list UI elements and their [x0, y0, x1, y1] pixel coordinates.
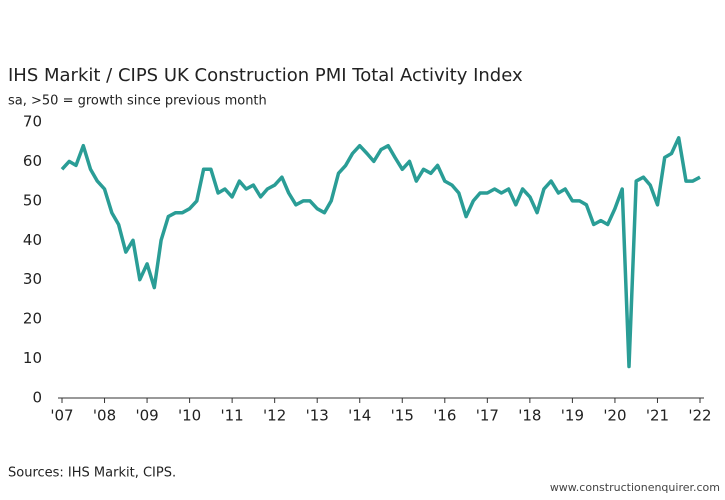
x-tick-label: '07 [50, 407, 73, 425]
y-tick-label: 30 [23, 270, 42, 288]
y-tick-label: 0 [32, 389, 42, 407]
x-tick-label: '17 [476, 407, 499, 425]
x-tick-label: '18 [518, 407, 541, 425]
x-tick-label: '08 [93, 407, 116, 425]
watermark: www.constructionenquirer.com [550, 481, 720, 494]
x-tick-label: '11 [221, 407, 244, 425]
x-tick-label: '19 [561, 407, 584, 425]
x-tick-label: '10 [178, 407, 201, 425]
chart-subtitle: sa, >50 = growth since previous month [8, 94, 267, 109]
x-tick-label: '13 [306, 407, 329, 425]
x-tick-label: '21 [646, 407, 669, 425]
chart-title: IHS Markit / CIPS UK Construction PMI To… [8, 65, 523, 86]
x-tick-label: '16 [433, 407, 456, 425]
y-tick-label: 10 [23, 349, 42, 367]
x-tick-label: '15 [391, 407, 414, 425]
x-tick-label: '09 [135, 407, 158, 425]
x-tick-label: '12 [263, 407, 286, 425]
y-tick-label: 70 [23, 113, 42, 131]
y-tick-label: 40 [23, 231, 42, 249]
x-tick-label: '20 [603, 407, 626, 425]
y-tick-label: 50 [23, 191, 42, 209]
y-tick-label: 20 [23, 310, 42, 328]
source-note: Sources: IHS Markit, CIPS. [8, 466, 176, 481]
y-tick-label: 60 [23, 152, 42, 170]
x-tick-label: '14 [348, 407, 371, 425]
data-line [60, 136, 701, 369]
x-tick-label: '22 [688, 407, 711, 425]
